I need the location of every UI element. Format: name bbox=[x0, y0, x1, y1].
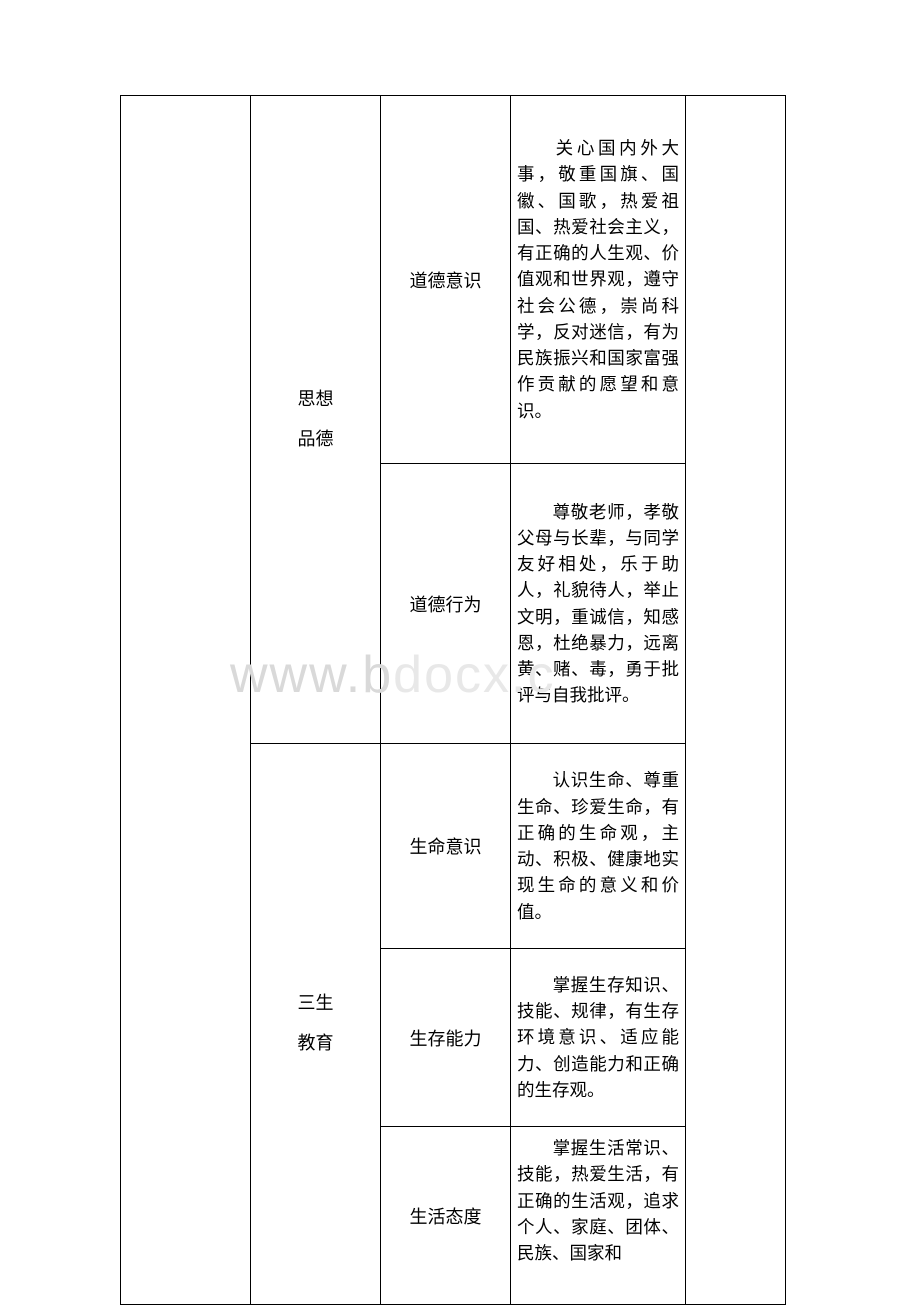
category-line: 教育 bbox=[298, 1033, 334, 1053]
category-line: 思想 bbox=[298, 389, 334, 409]
sub-label: 道德行为 bbox=[410, 595, 482, 615]
cell-desc: 认识生命、尊重生命、珍爱生命，有正确的生命观，主动、积极、健康地实现生命的意义和… bbox=[511, 744, 686, 949]
cell-desc: 掌握生存知识、技能、规律，有生存环境意识、适应能力、创造能力和正确的生存观。 bbox=[511, 949, 686, 1127]
cell-sub: 道德行为 bbox=[381, 464, 511, 744]
cell-sub: 生命意识 bbox=[381, 744, 511, 949]
cell-blank-right bbox=[686, 96, 786, 1305]
category-line: 三生 bbox=[298, 993, 334, 1013]
sub-label: 生存能力 bbox=[410, 1029, 482, 1049]
sub-label: 生活态度 bbox=[410, 1207, 482, 1227]
desc-text: 掌握生活常识、技能，热爱生活，有正确的生活观，追求个人、家庭、团体、民族、国家和 bbox=[517, 1138, 679, 1263]
desc-text: 认识生命、尊重生命、珍爱生命，有正确的生命观，主动、积极、健康地实现生命的意义和… bbox=[517, 770, 679, 921]
sub-label: 道德意识 bbox=[410, 271, 482, 291]
cell-category-1: 思想 品德 bbox=[251, 96, 381, 744]
cell-desc: 尊敬老师，孝敬父母与长辈，与同学友好相处，乐于助人，礼貌待人，举止文明，重诚信，… bbox=[511, 464, 686, 744]
desc-text: 掌握生存知识、技能、规律，有生存环境意识、适应能力、创造能力和正确的生存观。 bbox=[517, 975, 679, 1100]
cell-sub: 生存能力 bbox=[381, 949, 511, 1127]
table-row: 思想 品德 道德意识 关心国内外大事，敬重国旗、国徽、国歌，热爱祖国、热爱社会主… bbox=[121, 96, 786, 464]
evaluation-table: 思想 品德 道德意识 关心国内外大事，敬重国旗、国徽、国歌，热爱祖国、热爱社会主… bbox=[120, 95, 786, 1305]
cell-category-2: 三生 教育 bbox=[251, 744, 381, 1305]
cell-blank-left bbox=[121, 96, 251, 1305]
desc-text: 关心国内外大事，敬重国旗、国徽、国歌，热爱祖国、热爱社会主义，有正确的人生观、价… bbox=[517, 138, 679, 421]
category-line: 品德 bbox=[298, 429, 334, 449]
document-page: 思想 品德 道德意识 关心国内外大事，敬重国旗、国徽、国歌，热爱祖国、热爱社会主… bbox=[0, 0, 920, 1302]
sub-label: 生命意识 bbox=[410, 837, 482, 857]
cell-desc: 关心国内外大事，敬重国旗、国徽、国歌，热爱祖国、热爱社会主义，有正确的人生观、价… bbox=[511, 96, 686, 464]
cell-desc: 掌握生活常识、技能，热爱生活，有正确的生活观，追求个人、家庭、团体、民族、国家和 bbox=[511, 1127, 686, 1305]
desc-text: 尊敬老师，孝敬父母与长辈，与同学友好相处，乐于助人，礼貌待人，举止文明，重诚信，… bbox=[517, 502, 679, 706]
cell-sub: 道德意识 bbox=[381, 96, 511, 464]
cell-sub: 生活态度 bbox=[381, 1127, 511, 1305]
